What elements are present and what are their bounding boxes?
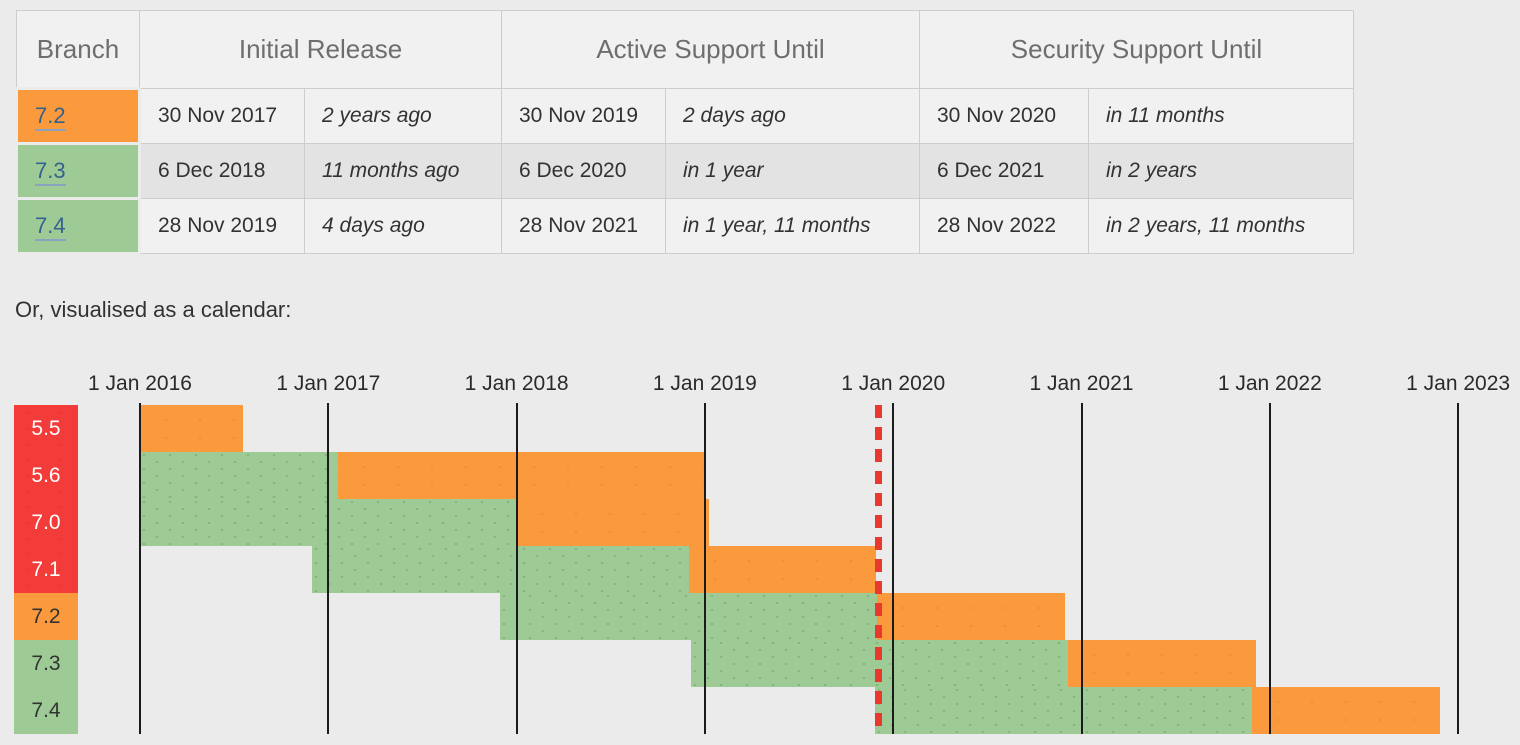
calendar-bar-7.2-active	[500, 593, 877, 640]
gridline-2022	[1268, 403, 1271, 734]
calendar-bar-7.1-active	[312, 546, 689, 593]
calendar-bar-5.6-security	[337, 452, 705, 499]
calendar-bar-7.0-security	[516, 499, 710, 546]
column-header-active-support: Active Support Until	[501, 10, 920, 89]
security-support-relative: in 2 years	[1088, 143, 1354, 199]
branch-cell-7-2: 7.2	[15, 87, 141, 145]
calendar-bar-7.4-active	[875, 687, 1253, 734]
security-support-relative: in 2 years, 11 months	[1088, 198, 1354, 254]
table-row: 7.4 28 Nov 2019 4 days ago 28 Nov 2021 i…	[15, 197, 1354, 255]
initial-release-relative: 11 months ago	[304, 143, 502, 199]
active-support-date: 28 Nov 2021	[501, 198, 666, 254]
initial-release-date: 28 Nov 2019	[139, 198, 305, 254]
support-table: Branch Initial Release Active Support Un…	[15, 10, 1354, 255]
calendar-branch-label-7.0: 7.0	[14, 499, 78, 546]
calendar-caption: Or, visualised as a calendar:	[15, 297, 292, 322]
calendar-branch-label-7.1: 7.1	[14, 546, 78, 593]
security-support-date: 28 Nov 2022	[919, 198, 1089, 254]
gridline-2016	[139, 403, 141, 734]
branch-cell-7-4: 7.4	[15, 197, 141, 255]
security-support-date: 30 Nov 2020	[919, 88, 1089, 144]
calendar-branch-label-7.2: 7.2	[14, 593, 78, 640]
initial-release-date: 30 Nov 2017	[139, 88, 305, 144]
gridline-2018	[515, 403, 518, 734]
initial-release-date: 6 Dec 2018	[139, 143, 305, 199]
today-marker	[874, 405, 882, 729]
calendar-branch-label-7.4: 7.4	[14, 687, 78, 734]
gridline-2021	[1080, 403, 1083, 734]
security-support-relative: in 11 months	[1088, 88, 1354, 144]
calendar-bar-7.4-security	[1252, 687, 1441, 734]
calendar-bar-7.3-security	[1067, 640, 1257, 687]
tick-label-2016: 1 Jan 2016	[88, 372, 192, 395]
tick-label-2020: 1 Jan 2020	[841, 372, 946, 395]
branch-link-7-3[interactable]: 7.3	[35, 158, 66, 186]
gridline-2020	[892, 403, 895, 734]
column-header-initial-release: Initial Release	[139, 10, 502, 89]
gridline-2017	[327, 403, 330, 734]
active-support-date: 6 Dec 2020	[501, 143, 666, 199]
active-support-relative: in 1 year	[665, 143, 920, 199]
table-header-row: Branch Initial Release Active Support Un…	[16, 10, 1354, 89]
calendar-bar-7.1-security	[688, 546, 877, 593]
calendar-branch-label-7.3: 7.3	[14, 640, 78, 687]
tick-label-2019: 1 Jan 2019	[652, 372, 757, 395]
tick-label-2018: 1 Jan 2018	[464, 372, 569, 395]
branch-cell-7-3: 7.3	[15, 142, 141, 200]
tick-label-2023: 1 Jan 2023	[1406, 372, 1511, 395]
calendar-bar-5.5-security	[140, 405, 243, 452]
table-row: 7.3 6 Dec 2018 11 months ago 6 Dec 2020 …	[15, 142, 1354, 200]
calendar-branch-label-5.6: 5.6	[14, 452, 78, 499]
initial-release-relative: 2 years ago	[304, 88, 502, 144]
branch-link-7-4[interactable]: 7.4	[35, 213, 66, 241]
calendar-bar-5.6-active	[140, 452, 338, 499]
gridline-2023	[1457, 403, 1460, 734]
gridline-2019	[703, 403, 706, 734]
security-support-date: 6 Dec 2021	[919, 143, 1089, 199]
branch-link-7-2[interactable]: 7.2	[35, 103, 66, 131]
tick-label-2022: 1 Jan 2022	[1217, 372, 1322, 395]
column-header-security-support: Security Support Until	[919, 10, 1354, 89]
tick-label-2021: 1 Jan 2021	[1029, 372, 1134, 395]
tick-label-2017: 1 Jan 2017	[276, 372, 381, 395]
active-support-relative: in 1 year, 11 months	[665, 198, 920, 254]
initial-release-relative: 4 days ago	[304, 198, 502, 254]
table-row: 7.2 30 Nov 2017 2 years ago 30 Nov 2019 …	[15, 87, 1354, 145]
calendar-bar-7.2-security	[876, 593, 1065, 640]
calendar-branch-label-5.5: 5.5	[14, 405, 78, 452]
